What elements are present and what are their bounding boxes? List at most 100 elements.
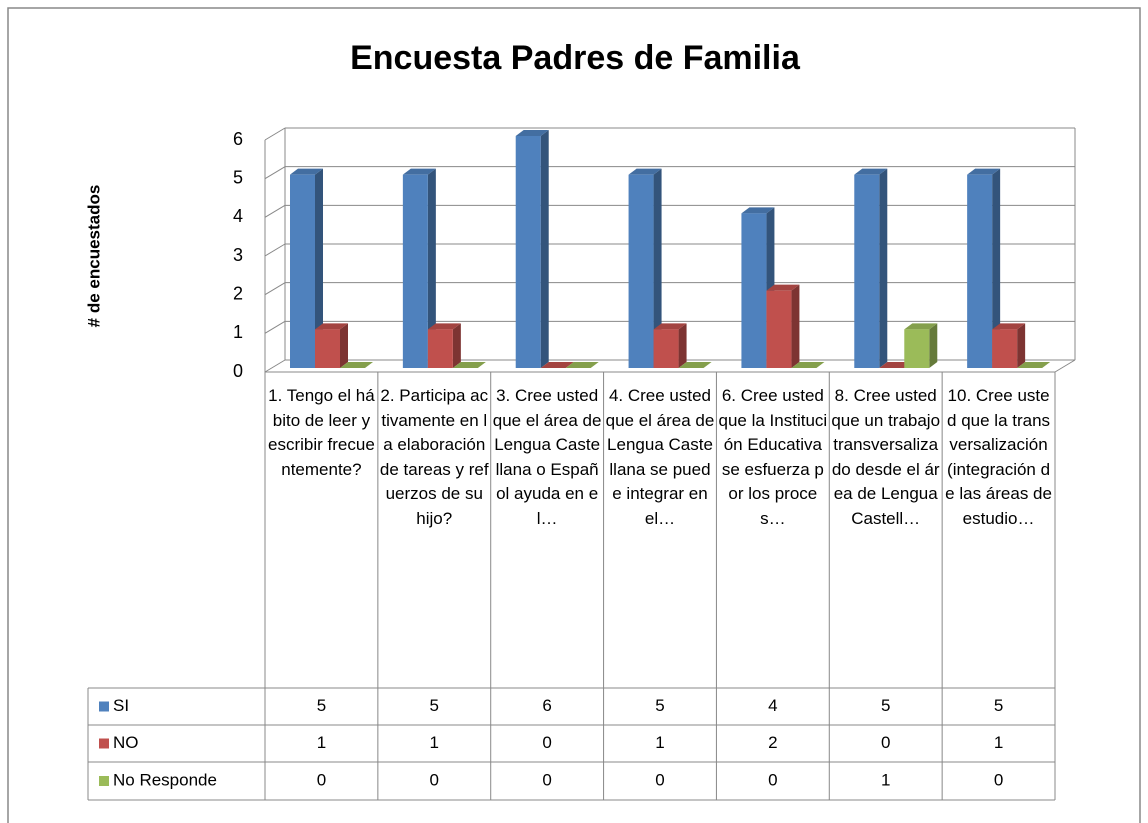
bar-top [565, 362, 599, 368]
grid-line [264, 166, 1075, 180]
bar-front [402, 174, 428, 368]
bar-front [653, 329, 679, 368]
bar-side [791, 284, 800, 368]
grid-line-side [264, 204, 286, 218]
bar-top [992, 323, 1026, 330]
table-value: 5 [655, 696, 664, 715]
category-label: 10. Cree usted que la transversalización… [945, 386, 1052, 528]
legend-key [99, 738, 109, 749]
table-value: 0 [317, 770, 326, 789]
table-value: 0 [881, 733, 890, 752]
bar [854, 168, 888, 368]
bar-top [628, 168, 662, 175]
bar-top [290, 168, 323, 175]
category-label-text: 3. Cree usted que el área de Lengua Cast… [492, 386, 602, 528]
grid-line-side [264, 359, 286, 373]
table-value: 5 [881, 696, 890, 715]
bar-side [879, 168, 888, 368]
bar [992, 323, 1026, 368]
y-tick-label: 4 [233, 206, 243, 226]
bar-top [402, 168, 436, 175]
legend-label: No Responde [113, 770, 217, 789]
bar-front [515, 136, 541, 368]
bar-top [741, 207, 775, 214]
bar-side [340, 323, 348, 368]
bar-side [427, 168, 436, 368]
table-value: 0 [994, 770, 1003, 789]
category-label-text: 1. Tengo el hábito de leer y escribir fr… [268, 386, 375, 479]
category-label-text: 6. Cree usted que la Institución Educati… [718, 386, 828, 528]
bar [565, 362, 599, 368]
bar-side [929, 323, 938, 368]
table-value: 1 [430, 733, 439, 752]
bar-side [452, 323, 461, 368]
bar-front [741, 213, 767, 368]
grid-line-side [264, 282, 286, 296]
bar-front [967, 174, 993, 368]
bar-top [854, 168, 888, 175]
bar-front [427, 329, 453, 368]
table-value: 5 [430, 696, 439, 715]
table-value: 1 [994, 733, 1003, 752]
bar-top [879, 362, 913, 368]
table-value: 1 [881, 770, 890, 789]
bar-top [766, 284, 800, 291]
table-value: 1 [317, 733, 326, 752]
category-label-text: 4. Cree usted que el área de Lengua Cast… [605, 386, 715, 528]
y-tick-label: 1 [233, 322, 243, 342]
y-tick-label: 0 [233, 361, 243, 381]
bar [766, 284, 800, 368]
bar-top [452, 362, 486, 368]
bar [515, 130, 549, 368]
bar-front [290, 174, 315, 368]
chart-frame [7, 7, 1141, 823]
bar-top [904, 323, 938, 330]
grid-line-side [264, 127, 286, 141]
category-label-text: 8. Cree usted que un trabajo transversal… [831, 386, 941, 528]
bar-top [967, 168, 1001, 175]
bar-side [1017, 323, 1026, 368]
table-value: 0 [430, 770, 439, 789]
bar-side [992, 168, 1001, 368]
bar [452, 362, 486, 368]
bar-front [904, 329, 930, 368]
table-value: 5 [994, 696, 1003, 715]
grid-line-side [264, 320, 286, 334]
bar-side [315, 168, 323, 368]
category-label: 4. Cree usted que el área de Lengua Cast… [605, 386, 715, 528]
floor-line [1054, 359, 1076, 373]
table-value: 4 [768, 696, 777, 715]
bar [678, 362, 712, 368]
bar [791, 362, 825, 368]
bar-top [340, 362, 373, 368]
legend-key [99, 776, 109, 786]
bar-side [678, 323, 687, 368]
bar [540, 362, 574, 368]
y-tick-label: 5 [233, 167, 243, 187]
bar-top [515, 130, 549, 136]
bar [1017, 362, 1051, 368]
category-label-text: 10. Cree usted que la transversalización… [945, 386, 1052, 528]
category-label: 3. Cree usted que el área de Lengua Cast… [492, 386, 602, 528]
y-tick-label: 3 [233, 245, 243, 265]
bar-front [315, 329, 340, 368]
bar [904, 323, 938, 368]
bar [402, 168, 436, 368]
legend-label: SI [113, 696, 129, 715]
category-label-text: 2. Participa activamente en la elaboraci… [379, 386, 489, 528]
bar [427, 323, 461, 368]
bar-top [791, 362, 825, 368]
bar [315, 323, 348, 368]
bar [628, 168, 662, 368]
bar [653, 323, 687, 368]
bar-front [992, 329, 1018, 368]
bar-side [540, 130, 549, 368]
table-value: 0 [542, 770, 551, 789]
bar-front [628, 174, 654, 368]
legend-label: NO [113, 733, 139, 752]
bar-top [1017, 362, 1051, 368]
grid-line-side [264, 243, 286, 257]
bar-front [766, 290, 792, 368]
table-value: 6 [542, 696, 551, 715]
